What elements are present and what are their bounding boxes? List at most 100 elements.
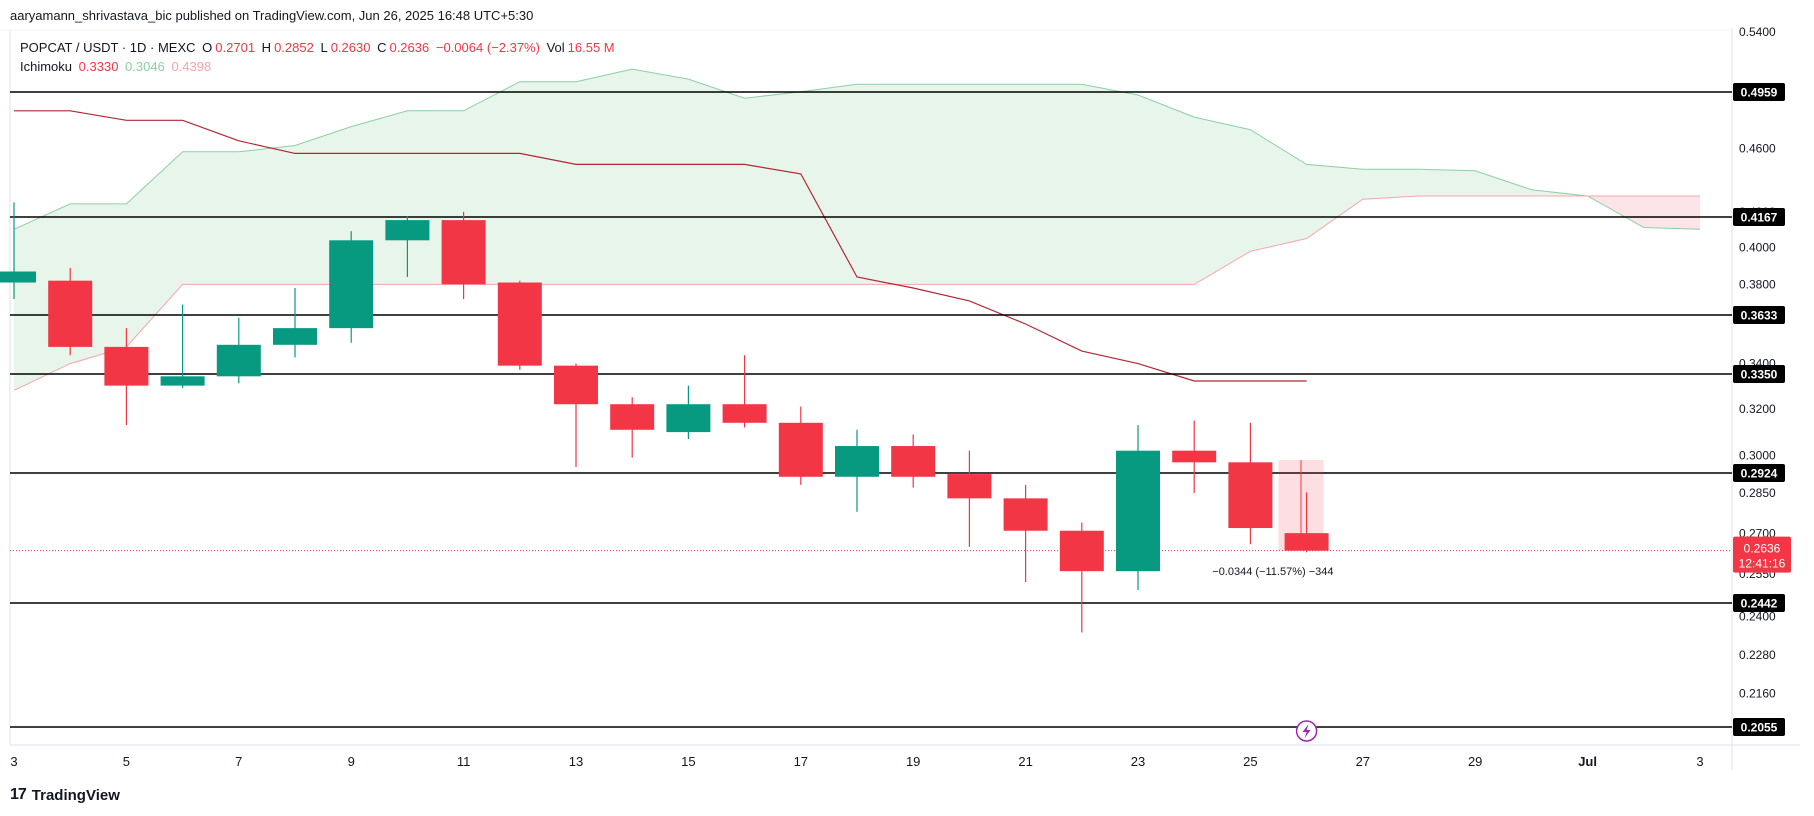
level-price-label[interactable]: 0.4959: [1733, 83, 1785, 101]
level-label-text: 0.2924: [1741, 467, 1778, 481]
ichimoku-cloud: [13, 68, 1701, 391]
countdown-text: 12:41:16: [1739, 557, 1786, 571]
volume-label: Vol: [546, 40, 565, 55]
brand-name: TradingView: [31, 786, 120, 804]
time-tick-label: 9: [348, 754, 355, 769]
measure-label: −0.0344 (−11.57%) −344: [1212, 566, 1333, 578]
candle-up: [835, 429, 879, 512]
time-tick-label: Jul: [1578, 754, 1597, 769]
open-value: 0.2701: [215, 40, 256, 55]
time-tick-label: 15: [681, 754, 695, 769]
price-tick-label: 0.2400: [1739, 609, 1776, 623]
open-label: O: [202, 40, 213, 55]
symbol-row: POPCAT / USDT · 1D · MEXC O 0.2701 H 0.285…: [20, 38, 618, 57]
bearish-cloud: [1587, 196, 1700, 230]
price-tick-label: 0.2160: [1739, 686, 1776, 700]
candle-up: [385, 216, 430, 278]
level-price-label[interactable]: 0.4167: [1733, 208, 1785, 226]
indicator-name[interactable]: Ichimoku: [20, 59, 73, 74]
time-tick-label: 11: [457, 754, 471, 769]
level-label-bg: [1733, 464, 1785, 482]
level-price-label[interactable]: 0.3350: [1733, 365, 1785, 383]
leading-span-a-line: [13, 195, 1700, 391]
candle-body: [1116, 450, 1160, 572]
close-value: 0.2636: [389, 40, 430, 55]
price-axis[interactable]: 0.54000.46000.42000.40000.38000.34000.32…: [1733, 25, 1791, 736]
candle-down: [722, 355, 767, 428]
low-label: L: [320, 40, 328, 55]
close-label: C: [377, 40, 387, 55]
ichimoku-value-3: 0.4398: [171, 59, 212, 74]
level-label-text: 0.4167: [1741, 211, 1778, 225]
candle-up: [666, 385, 711, 440]
level-label-text: 0.4959: [1741, 86, 1778, 100]
bullish-cloud: [14, 69, 1588, 391]
level-label-bg: [1733, 365, 1785, 383]
level-label-text: 0.3350: [1741, 368, 1778, 382]
candle-body: [273, 328, 317, 345]
ichimoku-value-2: 0.3046: [125, 59, 165, 74]
level-price-label[interactable]: 0.2924: [1733, 464, 1785, 482]
candle-body: [216, 344, 261, 377]
grid-lines: [0, 28, 1800, 770]
price-tick-label: 0.4600: [1739, 142, 1776, 156]
candle-down: [1284, 492, 1329, 553]
candle-down: [1059, 522, 1104, 633]
publisher-text: aaryamann_shrivastava_bic published on T…: [10, 8, 534, 23]
candle-body: [947, 474, 992, 499]
level-price-label[interactable]: 0.2055: [1733, 718, 1785, 736]
candle-down: [610, 397, 655, 458]
candle-body: [666, 404, 711, 433]
event-lightning-icon: [1295, 720, 1318, 742]
candle-body: [554, 365, 598, 405]
candle-body: [48, 280, 93, 347]
symbol-name[interactable]: POPCAT / USDT · 1D · MEXC: [20, 40, 196, 55]
candle-down: [947, 450, 992, 547]
candle-up: [329, 231, 374, 343]
candle-body: [0, 271, 36, 283]
chart-legend: POPCAT / USDT · 1D · MEXC O 0.2701 H 0.285…: [20, 38, 618, 76]
candle-body: [891, 446, 936, 477]
volume-value: 16.55 M: [567, 40, 615, 55]
price-tick-label: 0.3800: [1739, 277, 1776, 291]
candle-body: [1003, 498, 1048, 531]
time-tick-label: 5: [123, 754, 130, 769]
level-label-bg: [1733, 718, 1785, 736]
candle-up: [160, 304, 205, 388]
level-label-text: 0.2055: [1741, 721, 1778, 735]
tradingview-branding[interactable]: 17 TradingView: [10, 786, 120, 804]
level-price-label[interactable]: 0.3633: [1733, 306, 1785, 324]
time-axis[interactable]: 3 5 7 9 11 13 15 17 19 21 23 25 27 29 Jul 3: [10, 754, 1703, 769]
level-label-text: 0.3633: [1741, 309, 1778, 323]
time-tick-label: 3: [10, 754, 17, 769]
candle-body: [1284, 533, 1329, 551]
candle-body: [497, 282, 542, 366]
current-price-bg: [1733, 536, 1791, 573]
time-tick-label: 13: [569, 754, 583, 769]
level-label-bg: [1733, 594, 1785, 612]
candle-down: [1003, 484, 1048, 582]
candle-body: [441, 220, 486, 285]
high-label: H: [261, 40, 272, 55]
level-label-bg: [1733, 208, 1785, 226]
candle-up: [1116, 425, 1160, 591]
price-tick-label: 0.2280: [1739, 648, 1776, 662]
time-tick-label: 23: [1131, 754, 1145, 769]
time-tick-label: 17: [794, 754, 808, 769]
low-value: 0.2630: [330, 40, 371, 55]
current-price-text: 0.2636: [1744, 542, 1781, 556]
candle-down: [48, 267, 93, 356]
time-tick-label: 21: [1018, 754, 1032, 769]
ichimoku-base-line: [14, 110, 1307, 382]
candle-body: [1059, 530, 1104, 572]
price-tick-label: 0.3000: [1739, 448, 1776, 462]
high-value: 0.2852: [274, 40, 314, 55]
candle-up: [0, 202, 36, 300]
level-price-label[interactable]: 0.2442: [1733, 594, 1785, 612]
candle-body: [1228, 462, 1273, 529]
price-tick-label: 0.2850: [1739, 486, 1776, 500]
time-tick-label: 27: [1356, 754, 1370, 769]
candle-down: [104, 328, 149, 426]
